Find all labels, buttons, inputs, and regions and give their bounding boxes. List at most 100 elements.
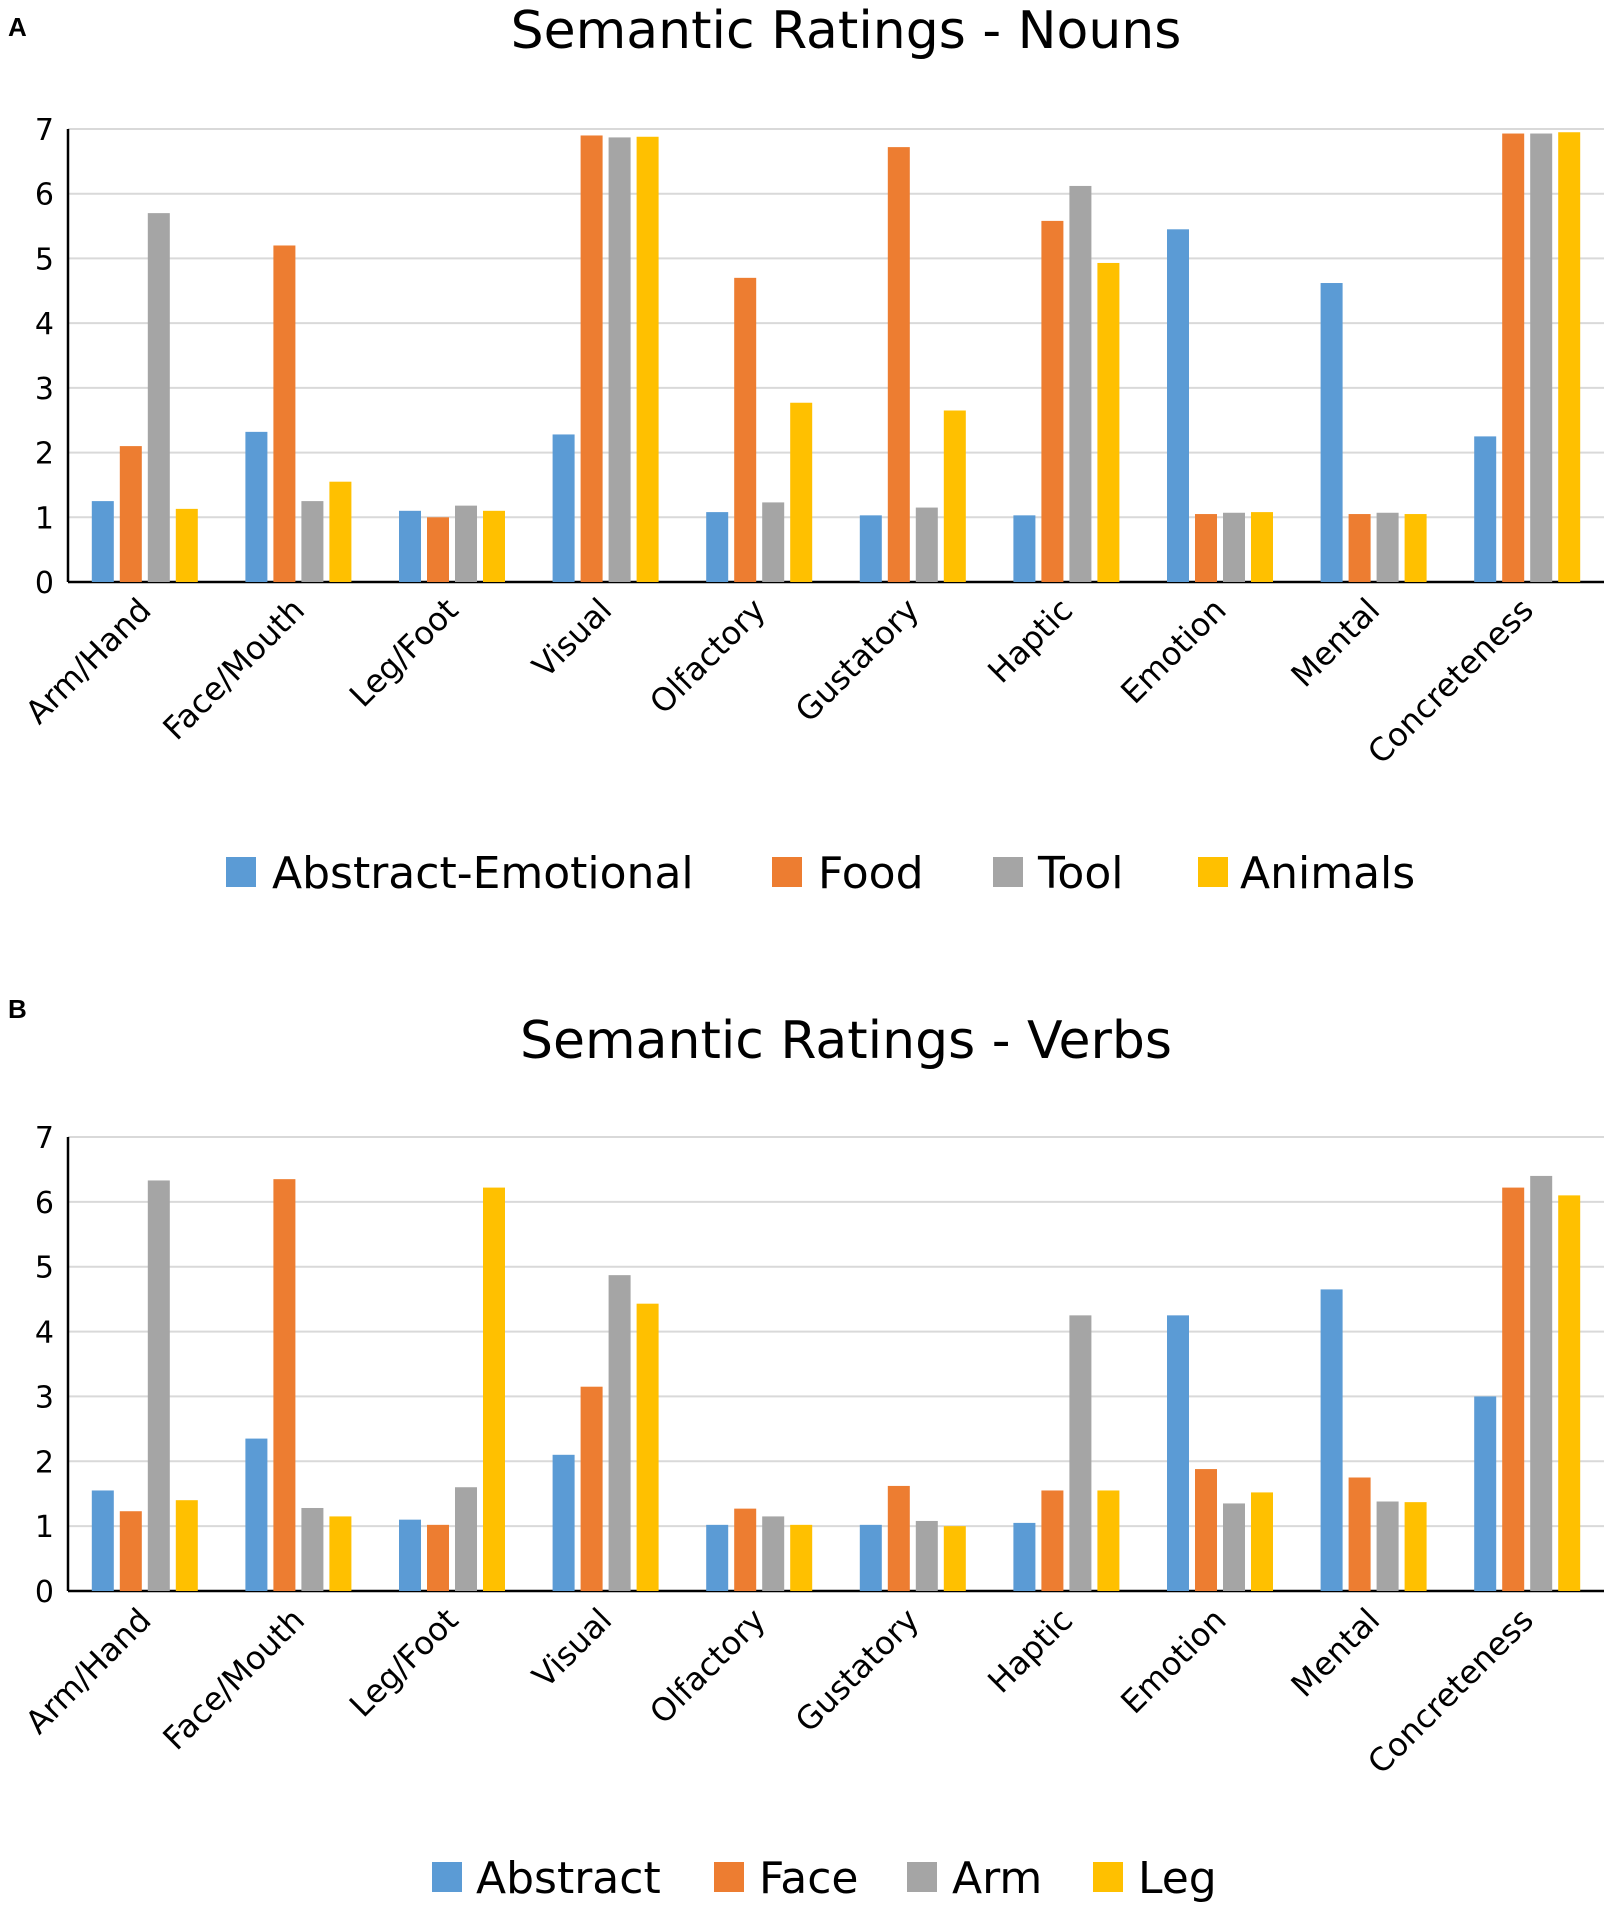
nouns-legend: Abstract-Emotional Food Tool Animals bbox=[226, 848, 1415, 899]
verbs-legend-swatch bbox=[907, 1862, 937, 1892]
verbs-bar-face-arm-hand bbox=[119, 1511, 142, 1591]
verbs-bar-face-visual bbox=[580, 1386, 603, 1591]
nouns-legend-label: Food bbox=[818, 848, 924, 899]
verbs-xtick-label: Visual bbox=[525, 1601, 619, 1695]
verbs-bar-arm-emotion bbox=[1223, 1503, 1245, 1591]
verbs-bar-leg-arm-hand bbox=[175, 1500, 198, 1591]
verbs-bar-face-emotion bbox=[1195, 1469, 1217, 1591]
verbs-bar-arm-haptic bbox=[1069, 1315, 1092, 1591]
nouns-bar-food-leg-foot bbox=[427, 517, 449, 582]
nouns-bar-tool-arm-hand bbox=[147, 213, 170, 582]
verbs-bar-abstract-concreteness bbox=[1474, 1396, 1497, 1591]
verbs-bar-leg-concreteness bbox=[1558, 1195, 1581, 1591]
nouns-bar-abstract-emotional-arm-hand bbox=[91, 501, 114, 582]
verbs-bar-leg-gustatory bbox=[943, 1526, 966, 1591]
verbs-legend-swatch bbox=[1093, 1862, 1123, 1892]
nouns-xtick-label: Olfactory bbox=[642, 591, 773, 722]
verbs-xtick-label: Gustatory bbox=[788, 1601, 927, 1740]
nouns-chart-title: Semantic Ratings - Nouns bbox=[511, 1, 1182, 61]
verbs-bar-abstract-haptic bbox=[1013, 1522, 1036, 1591]
nouns-bar-food-mental bbox=[1348, 514, 1371, 582]
verbs-xtick-label: Arm/Hand bbox=[18, 1601, 159, 1742]
verbs-legend-label: Arm bbox=[952, 1853, 1042, 1904]
nouns-ytick-label: 4 bbox=[35, 307, 54, 342]
nouns-bar-abstract-emotional-concreteness bbox=[1474, 436, 1497, 582]
verbs-bar-arm-leg-foot bbox=[455, 1487, 477, 1591]
verbs-bar-leg-mental bbox=[1404, 1502, 1427, 1591]
nouns-bar-tool-mental bbox=[1376, 512, 1399, 582]
nouns-bar-animals-mental bbox=[1404, 514, 1427, 582]
nouns-bar-animals-concreteness bbox=[1558, 132, 1581, 582]
nouns-ytick-label: 7 bbox=[35, 113, 54, 148]
nouns-xtick-label: Mental bbox=[1284, 591, 1388, 695]
verbs-bar-abstract-gustatory bbox=[859, 1524, 882, 1591]
verbs-ytick-label: 4 bbox=[35, 1316, 54, 1351]
nouns-bar-food-face-mouth bbox=[273, 245, 296, 582]
nouns-bar-abstract-emotional-olfactory bbox=[706, 512, 729, 582]
nouns-bar-tool-gustatory bbox=[915, 507, 938, 582]
verbs-bar-abstract-leg-foot bbox=[399, 1519, 421, 1591]
nouns-bar-animals-visual bbox=[636, 136, 659, 582]
nouns-legend-swatch bbox=[772, 857, 802, 887]
verbs-bar-arm-mental bbox=[1376, 1501, 1399, 1591]
nouns-xtick-label: Face/Mouth bbox=[155, 591, 312, 748]
nouns-bar-abstract-emotional-leg-foot bbox=[399, 510, 421, 582]
nouns-bar-food-visual bbox=[580, 135, 603, 582]
verbs-bar-arm-concreteness bbox=[1530, 1175, 1553, 1591]
nouns-bar-abstract-emotional-face-mouth bbox=[245, 431, 268, 582]
verbs-chart-title: Semantic Ratings - Verbs bbox=[520, 1011, 1172, 1071]
nouns-ytick-label: 2 bbox=[35, 437, 54, 472]
nouns-bar-abstract-emotional-gustatory bbox=[859, 515, 882, 582]
verbs-ytick-label: 7 bbox=[35, 1121, 54, 1156]
verbs-bar-arm-arm-hand bbox=[147, 1180, 170, 1591]
verbs-bar-face-gustatory bbox=[887, 1485, 910, 1591]
verbs-bar-abstract-face-mouth bbox=[245, 1438, 268, 1591]
nouns-xtick-label: Gustatory bbox=[788, 591, 927, 730]
nouns-ytick-label: 0 bbox=[35, 566, 54, 601]
nouns-bar-food-arm-hand bbox=[119, 446, 142, 582]
nouns-bar-tool-olfactory bbox=[762, 502, 785, 582]
nouns-bar-animals-emotion bbox=[1251, 512, 1273, 582]
nouns-bar-food-olfactory bbox=[734, 277, 757, 582]
verbs-bar-face-leg-foot bbox=[427, 1524, 449, 1591]
verbs-xtick-label: Haptic bbox=[980, 1601, 1080, 1701]
verbs-ytick-label: 0 bbox=[35, 1575, 54, 1610]
nouns-ytick-label: 3 bbox=[35, 372, 54, 407]
verbs-xtick-label: Concreteness bbox=[1360, 1601, 1541, 1782]
nouns-bar-tool-visual bbox=[608, 137, 631, 583]
verbs-ytick-label: 2 bbox=[35, 1445, 54, 1480]
nouns-bar-tool-emotion bbox=[1223, 512, 1245, 582]
verbs-bar-leg-leg-foot bbox=[483, 1187, 505, 1591]
nouns-ytick-label: 5 bbox=[35, 242, 54, 277]
verbs-ytick-label: 3 bbox=[35, 1380, 54, 1415]
verbs-ytick-label: 1 bbox=[35, 1510, 54, 1545]
verbs-bar-leg-face-mouth bbox=[329, 1516, 352, 1591]
verbs-bar-arm-olfactory bbox=[762, 1516, 785, 1591]
verbs-legend: Abstract Face Arm Leg bbox=[432, 1853, 1217, 1904]
verbs-bar-face-face-mouth bbox=[273, 1179, 296, 1591]
nouns-panel-letter: A bbox=[8, 12, 27, 42]
nouns-ytick-label: 6 bbox=[35, 178, 54, 213]
verbs-legend-swatch bbox=[432, 1862, 462, 1892]
verbs-legend-label: Face bbox=[759, 1853, 859, 1904]
nouns-bar-abstract-emotional-visual bbox=[552, 434, 575, 582]
verbs-bar-face-olfactory bbox=[734, 1508, 757, 1591]
verbs-bar-face-haptic bbox=[1041, 1490, 1064, 1591]
verbs-xtick-label: Mental bbox=[1284, 1601, 1388, 1705]
verbs-xtick-label: Olfactory bbox=[642, 1601, 773, 1732]
nouns-bar-food-gustatory bbox=[887, 147, 910, 582]
nouns-bar-animals-haptic bbox=[1097, 262, 1120, 582]
nouns-bar-animals-olfactory bbox=[790, 402, 813, 582]
verbs-xtick-label: Emotion bbox=[1113, 1601, 1233, 1721]
nouns-xtick-label: Arm/Hand bbox=[18, 591, 159, 732]
nouns-bar-food-emotion bbox=[1195, 514, 1217, 582]
nouns-legend-label: Abstract-Emotional bbox=[272, 848, 694, 899]
nouns-bar-food-haptic bbox=[1041, 220, 1064, 582]
nouns-bar-tool-leg-foot bbox=[455, 505, 477, 582]
nouns-chart: A Semantic Ratings - Nouns 0 1 2 3 4 5 6 7 Arm/Han… bbox=[8, 1, 1604, 899]
nouns-xtick-label: Concreteness bbox=[1360, 591, 1541, 772]
nouns-ytick-label: 1 bbox=[35, 501, 54, 536]
verbs-bar-abstract-mental bbox=[1320, 1289, 1343, 1591]
nouns-legend-swatch bbox=[993, 857, 1023, 887]
